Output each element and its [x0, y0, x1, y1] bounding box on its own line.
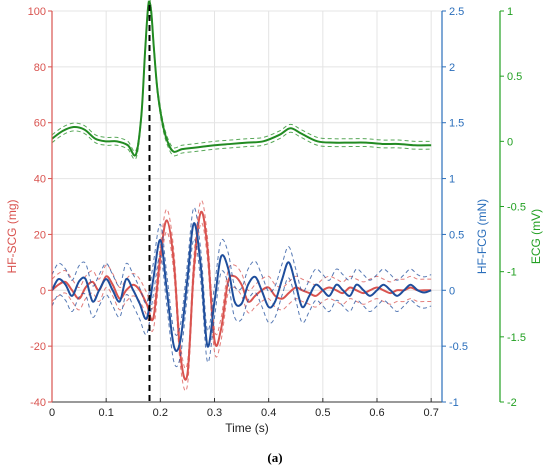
y-axis-label-fcg: HF-FCG (mN): [475, 199, 489, 274]
y-tick-label-scg: 80: [34, 62, 46, 74]
y-tick-label-fcg: 0: [449, 285, 455, 297]
grid-lines: [51, 10, 442, 403]
x-tick-label: 0: [49, 407, 55, 419]
y-tick-label-fcg: 2: [449, 62, 455, 74]
y-axis-label-ecg: ECG (mV): [529, 209, 543, 264]
y-tick-label-scg: -40: [30, 397, 46, 409]
x-tick-label: 0.4: [261, 407, 276, 419]
y-tick-label-ecg: 1: [507, 6, 513, 18]
y-tick-label-scg: 60: [34, 118, 46, 130]
x-tick-label: 0.1: [99, 407, 114, 419]
series-scg-line: [51, 210, 432, 381]
x-axis-label: Time (s): [225, 421, 269, 435]
y-tick-label-scg: 100: [28, 6, 46, 18]
y-tick-label-scg: 40: [34, 174, 46, 186]
x-tick-label: 0.2: [153, 407, 168, 419]
axes: 0 0.1 0.2 0.3 0.4 0.5 0.6 0.7-40-20020406080100…: [28, 6, 526, 419]
x-tick-label: 0.3: [207, 407, 222, 419]
x-tick-label: 0.7: [424, 407, 439, 419]
series-ecg-line: [51, 0, 432, 157]
series-ecg-lower-band: [51, 5, 432, 160]
y-tick-label-fcg: 1: [449, 174, 455, 186]
series-fcg-line: [51, 222, 432, 353]
y-axis-label-scg: HF-SCG (mg): [5, 200, 19, 274]
y-tick-label-fcg: 2.5: [449, 6, 464, 18]
series-layer: [51, 0, 432, 392]
y-tick-label-ecg: -1: [507, 267, 517, 279]
y-tick-label-ecg: 0: [507, 136, 513, 148]
y-tick-label-scg: -20: [30, 341, 46, 353]
series-ecg-upper-band: [51, 0, 432, 153]
y-tick-label-scg: 20: [34, 229, 46, 241]
series-fcg-upper-band: [51, 207, 432, 336]
y-tick-label-ecg: -2: [507, 397, 517, 409]
x-tick-label: 0.5: [315, 407, 330, 419]
y-tick-label-ecg: 0.5: [507, 71, 522, 83]
y-tick-label-ecg: -0.5: [507, 202, 526, 214]
y-tick-label-fcg: -1: [449, 397, 459, 409]
y-tick-label-fcg: 1.5: [449, 118, 464, 130]
figure-caption: (a): [267, 450, 282, 465]
series-scg-lower-band: [51, 222, 432, 392]
y-tick-label-fcg: -0.5: [449, 341, 468, 353]
series-scg-upper-band: [51, 200, 432, 370]
y-tick-label-fcg: 0.5: [449, 229, 464, 241]
y-tick-label-ecg: -1.5: [507, 332, 526, 344]
x-tick-label: 0.6: [369, 407, 384, 419]
y-tick-label-scg: 0: [40, 285, 46, 297]
series-fcg-lower-band: [51, 238, 432, 368]
